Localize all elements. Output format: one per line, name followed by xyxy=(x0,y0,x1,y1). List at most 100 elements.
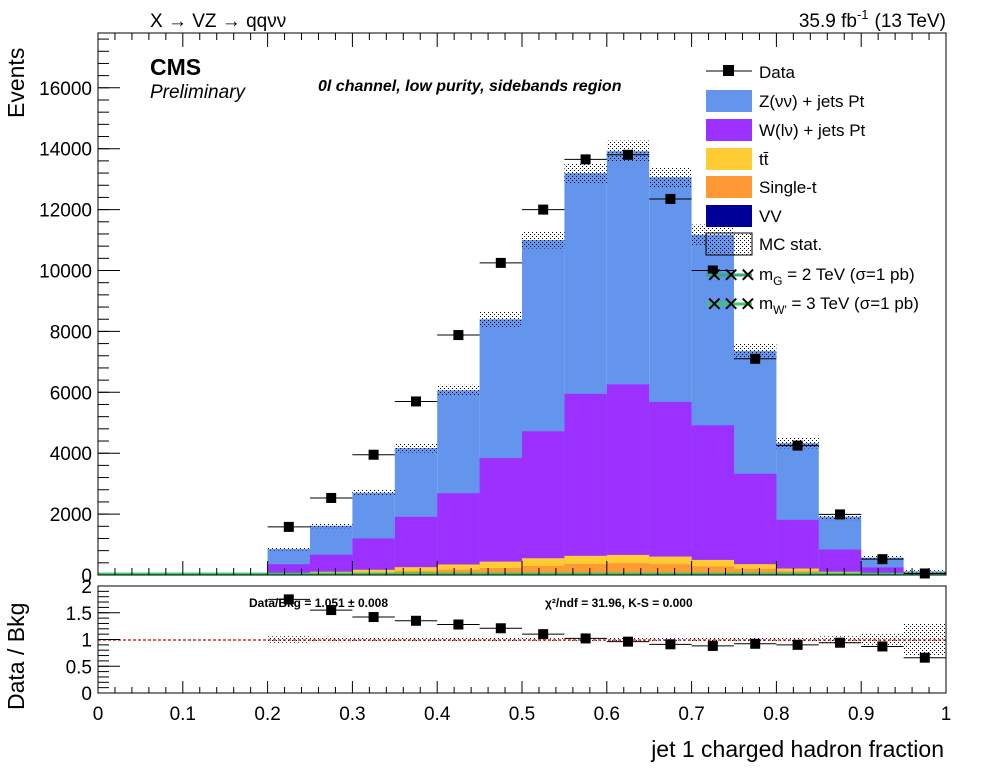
bar-singlet xyxy=(734,568,777,575)
legend-item-sig2: ✕✕✕ mW' = 3 TeV (σ=1 pb) xyxy=(706,294,919,317)
legend-label-znn: Z(νν) + jets Pt xyxy=(759,92,865,111)
x-axis-title: jet 1 charged hadron fraction xyxy=(650,736,944,762)
y-tick-label: 10000 xyxy=(39,262,92,283)
ratio-stat-bin xyxy=(776,637,819,642)
bar-singlet xyxy=(479,567,522,575)
lumi-label: 35.9 fb-1 (13 TeV) xyxy=(799,7,946,32)
x-tick-label: 0.8 xyxy=(763,704,789,725)
region-label: 0l channel, low purity, sidebands region xyxy=(318,78,622,95)
data-point xyxy=(665,193,676,204)
legend-item-znn: Z(νν) + jets Pt xyxy=(706,90,865,112)
ratio-databkg-text: Data/Bkg = 1.051 ± 0.008 xyxy=(249,596,388,610)
data-point xyxy=(580,154,591,165)
x-tick-label: 0.1 xyxy=(170,704,196,725)
ratio-point xyxy=(750,638,761,649)
legend-item-mcstat: MC stat. xyxy=(705,232,822,256)
bar-wlnu xyxy=(734,473,777,575)
mc-stat-bin xyxy=(522,231,565,249)
ratio-points xyxy=(267,594,946,663)
x-tick-label: 1 xyxy=(941,704,952,725)
y-tick-label: 4000 xyxy=(50,444,92,465)
ratio-point xyxy=(877,641,888,652)
mc-stat-bin xyxy=(310,523,353,529)
svg-text:✕✕✕: ✕✕✕ xyxy=(706,294,756,316)
legend-label-ttbar: tt̄ xyxy=(759,150,769,169)
data-point xyxy=(877,554,888,565)
bar-wlnu xyxy=(691,425,734,575)
data-point xyxy=(750,353,761,364)
data-point xyxy=(623,149,633,160)
ratio-point xyxy=(707,640,718,651)
ratio-point xyxy=(665,639,676,650)
data-point xyxy=(368,449,379,460)
legend-label-vv: VV xyxy=(759,207,782,226)
mc-stat-bin xyxy=(649,167,692,188)
bar-singlet xyxy=(606,563,650,575)
x-tick-label: 0.4 xyxy=(424,704,451,725)
mc-stat-bin xyxy=(352,489,395,497)
mc-stat-bin xyxy=(734,343,777,359)
x-tick-label: 0.5 xyxy=(509,704,535,725)
ratio-stat-bin xyxy=(691,637,734,642)
main-y-axis: 0 2000 4000 6000 8000 10000 12000 14000 16000 xyxy=(39,38,120,587)
process-label: X → VZ → qqνν xyxy=(150,11,286,32)
ratio-x-axis: 0 0.1 0.2 0.3 0.4 0.5 0.6 0.7 0.8 0.9 1 xyxy=(93,681,952,725)
data-point xyxy=(835,509,845,520)
ratio-point xyxy=(580,633,591,644)
bar-wlnu xyxy=(267,564,310,575)
bar-wlnu xyxy=(479,458,522,575)
data-point xyxy=(538,204,549,215)
bar-ttbar xyxy=(352,569,395,575)
y-tick-label: 2000 xyxy=(50,505,92,526)
ratio-point xyxy=(835,637,845,648)
ratio-point xyxy=(538,629,549,640)
ratio-point xyxy=(495,623,506,634)
bar-wlnu xyxy=(776,519,819,575)
ratio-y-axis-title: Data / Bkg xyxy=(3,603,29,710)
ratio-y-axis: 0 0.5 1 1.5 2 xyxy=(66,577,120,705)
x-tick-label: 0.7 xyxy=(678,704,704,725)
bar-wlnu xyxy=(564,393,607,575)
ratio-stat-bin xyxy=(310,636,353,643)
legend-item-wlnu: W(lν) + jets Pt xyxy=(706,119,866,141)
mc-stat-bin xyxy=(479,311,522,327)
bar-ttbar xyxy=(394,567,438,575)
bar-singlet xyxy=(522,565,565,575)
data-point xyxy=(283,521,294,532)
x-tick-label: 0.2 xyxy=(254,704,280,725)
bar-singlet xyxy=(649,564,692,575)
bar-wlnu xyxy=(818,549,862,575)
data-point xyxy=(707,265,718,276)
legend-item-ttbar: tt̄ xyxy=(706,148,769,170)
legend-label-data: Data xyxy=(759,63,795,82)
legend-item-singlet: Single-t xyxy=(706,176,817,198)
y-tick-label: 16000 xyxy=(39,79,92,100)
cms-label: CMS xyxy=(150,54,201,80)
ratio-point xyxy=(623,636,633,647)
bar-singlet xyxy=(691,566,734,575)
legend-label-sig2: mW' = 3 TeV (σ=1 pb) xyxy=(759,294,919,317)
data-point xyxy=(411,396,421,407)
ratio-y-tick-label: 0 xyxy=(81,684,92,705)
mc-stat-bin xyxy=(394,443,438,453)
bar-wlnu xyxy=(649,401,692,575)
ratio-y-tick-label: 2 xyxy=(81,577,92,598)
ratio-y-tick-label: 1.5 xyxy=(66,604,92,625)
y-tick-label: 8000 xyxy=(50,322,92,343)
bar-wlnu xyxy=(394,516,438,575)
x-tick-label: 0.6 xyxy=(594,704,620,725)
y-tick-label: 0 xyxy=(81,566,92,587)
bar-wlnu xyxy=(437,493,480,575)
ratio-point xyxy=(283,594,294,605)
ratio-point xyxy=(326,605,337,616)
legend-label-wlnu: W(lν) + jets Pt xyxy=(759,121,866,140)
legend: Data Z(νν) + jets Pt W(lν) + jets Pt tt̄… xyxy=(705,63,919,317)
mc-stat-bin xyxy=(267,547,310,551)
x-tick-label: 0.3 xyxy=(339,704,365,725)
data-point xyxy=(792,440,803,451)
stacked-histogram xyxy=(267,151,946,576)
legend-item-vv: VV xyxy=(706,205,782,227)
mc-stat-bin xyxy=(437,384,480,396)
bar-singlet xyxy=(437,569,480,575)
